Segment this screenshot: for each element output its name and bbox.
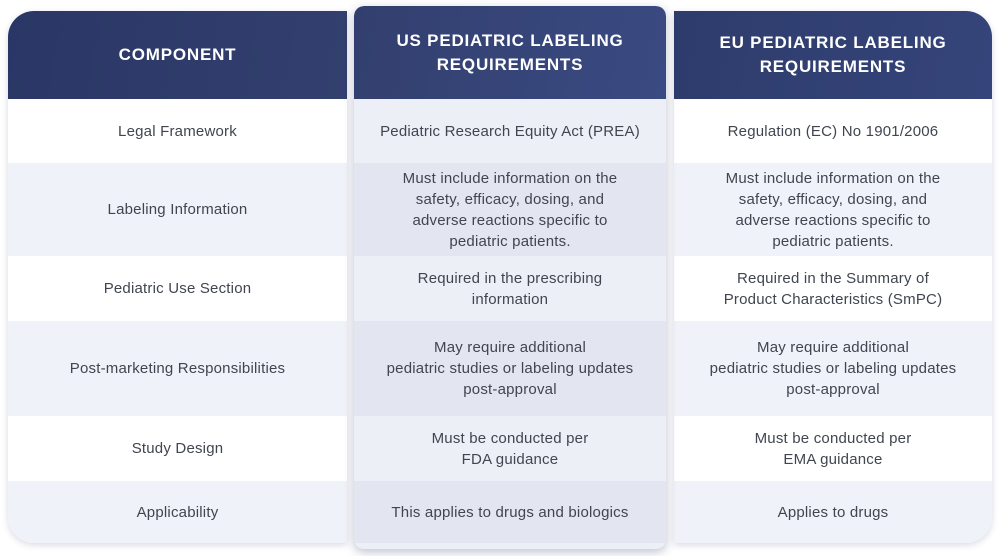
column-us-requirements: US PEDIATRIC LABELING REQUIREMENTS Pedia… — [354, 6, 666, 549]
column-header-component: COMPONENT — [8, 11, 347, 99]
cell-component-labeling-information: Labeling Information — [8, 163, 347, 256]
cell-component-post-marketing: Post-marketing Responsibilities — [8, 321, 347, 416]
column-component: COMPONENT Legal Framework Labeling Infor… — [8, 11, 347, 543]
cell-us-pediatric-use-section: Required in the prescribing information — [354, 256, 666, 321]
cell-eu-applicability: Applies to drugs — [674, 481, 992, 543]
cell-eu-labeling-information: Must include information on the safety, … — [674, 163, 992, 256]
cell-us-study-design: Must be conducted per FDA guidance — [354, 416, 666, 481]
cell-component-pediatric-use-section: Pediatric Use Section — [8, 256, 347, 321]
cell-us-legal-framework: Pediatric Research Equity Act (PREA) — [354, 99, 666, 163]
cell-eu-pediatric-use-section: Required in the Summary of Product Chara… — [674, 256, 992, 321]
column-eu-requirements: EU PEDIATRIC LABELING REQUIREMENTS Regul… — [674, 11, 992, 543]
column-header-eu: EU PEDIATRIC LABELING REQUIREMENTS — [674, 11, 992, 99]
cell-component-legal-framework: Legal Framework — [8, 99, 347, 163]
cell-eu-post-marketing: May require additional pediatric studies… — [674, 321, 992, 416]
column-header-us: US PEDIATRIC LABELING REQUIREMENTS — [354, 6, 666, 99]
cell-eu-study-design: Must be conducted per EMA guidance — [674, 416, 992, 481]
cell-us-applicability: This applies to drugs and biologics — [354, 481, 666, 543]
cell-us-post-marketing: May require additional pediatric studies… — [354, 321, 666, 416]
cell-component-applicability: Applicability — [8, 481, 347, 543]
cell-component-study-design: Study Design — [8, 416, 347, 481]
cell-us-labeling-information: Must include information on the safety, … — [354, 163, 666, 256]
pediatric-labeling-comparison-table: COMPONENT Legal Framework Labeling Infor… — [8, 0, 992, 549]
cell-eu-legal-framework: Regulation (EC) No 1901/2006 — [674, 99, 992, 163]
